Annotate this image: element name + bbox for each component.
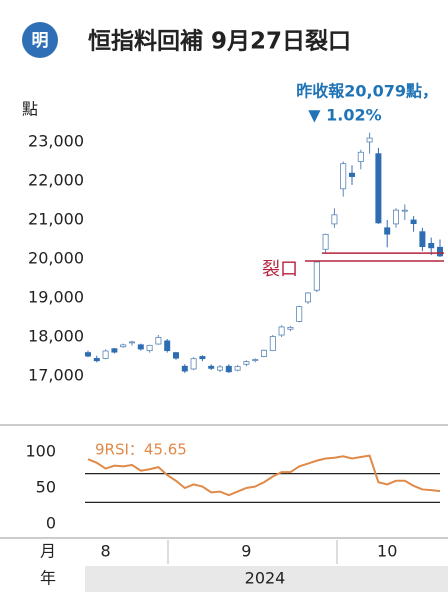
candle-body	[313, 261, 320, 291]
rsi-line	[87, 454, 441, 497]
candle-body	[278, 326, 285, 336]
candle-body	[128, 341, 135, 344]
y-tick-label: 23,000	[28, 132, 84, 151]
candle-body	[436, 246, 443, 257]
candle-body	[269, 336, 276, 352]
candle-body	[199, 356, 206, 360]
y-tick-label: 18,000	[28, 327, 84, 346]
candle-body	[410, 219, 417, 225]
candle-body	[208, 365, 215, 369]
candle-body	[234, 366, 241, 371]
annotation: 昨收報20,079點，	[296, 82, 438, 101]
candle-body	[216, 366, 223, 371]
candle-body	[340, 163, 347, 190]
y-tick-label: 21,000	[28, 210, 84, 229]
candle-body	[287, 326, 294, 330]
candle-body	[384, 227, 391, 235]
candle-body	[375, 153, 382, 224]
candle-body	[419, 231, 426, 247]
title: 恒指料回補 9月27日裂口	[88, 29, 351, 55]
candle-body	[392, 209, 399, 225]
candle-body	[366, 137, 373, 143]
candle-body	[252, 359, 259, 361]
candle-body	[146, 344, 153, 352]
candle-body	[120, 344, 127, 348]
logo-text: 明	[32, 31, 49, 51]
y-tick-label: 19,000	[28, 288, 84, 307]
candle-body	[85, 352, 92, 357]
candle-body	[331, 214, 338, 225]
candle-body	[164, 340, 171, 352]
candle-body	[181, 365, 188, 372]
y-tick-label: 20,000	[28, 249, 84, 268]
year-band	[85, 566, 448, 592]
candle-body	[348, 172, 355, 177]
candle-body	[225, 365, 232, 373]
y-tick-label: 50	[36, 478, 56, 497]
gap-label: 裂口	[262, 259, 298, 280]
candle-body	[102, 350, 109, 359]
y-axis-label: 點	[22, 100, 38, 119]
year-label: 2024	[245, 569, 286, 588]
candle-body	[401, 209, 408, 212]
x-tick-label: 8	[101, 542, 111, 561]
y-tick-label: 100	[25, 442, 56, 461]
y-tick-label: 17,000	[28, 366, 84, 385]
y-tick-label: 0	[46, 514, 56, 533]
candle-body	[357, 151, 364, 162]
candle-body	[93, 358, 100, 362]
candle-body	[428, 242, 435, 249]
candle-body	[172, 352, 179, 359]
candle-body	[260, 349, 267, 357]
x-tick-label: 10	[377, 542, 397, 561]
annotation: ▼ 1.02%	[308, 106, 381, 125]
y-tick-label: 22,000	[28, 171, 84, 190]
candle-body	[322, 233, 329, 250]
candle-body	[296, 306, 303, 322]
candle-body	[190, 358, 197, 370]
rsi-label: 9RSI：45.65	[95, 441, 187, 459]
year-axis-label: 年	[40, 569, 56, 588]
x-tick-label: 9	[241, 542, 251, 561]
candle-body	[155, 337, 162, 345]
logo	[22, 22, 58, 58]
month-axis-label: 月	[40, 542, 56, 561]
candle-body	[111, 348, 118, 353]
candle-body	[137, 344, 144, 350]
candle-body	[304, 292, 311, 303]
candle-body	[243, 361, 250, 365]
